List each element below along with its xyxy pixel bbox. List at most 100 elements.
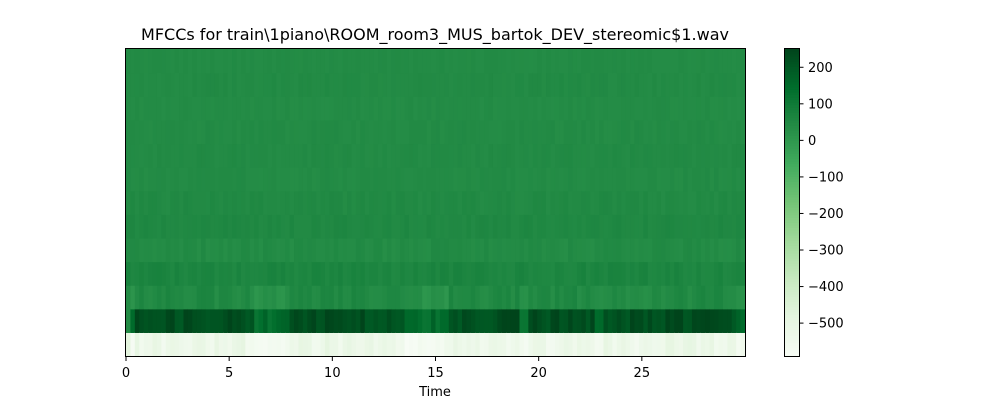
heatmap-cell [218,214,224,239]
heatmap-cell [422,308,428,333]
heatmap-cell [528,214,534,239]
colorbar-segment [785,49,799,53]
heatmap-cell [714,119,720,145]
heatmap-cell [422,190,428,215]
heatmap-cell [161,143,167,168]
heatmap-cell [422,119,428,145]
heatmap-cell [731,49,737,74]
heatmap-cell [347,143,353,168]
heatmap-cell [643,285,649,310]
heatmap-cell [484,190,490,215]
heatmap-cell [660,49,667,74]
heatmap-cell [236,143,242,168]
heatmap-cell [439,143,445,168]
heatmap-cell [683,261,689,286]
heatmap-cell [462,49,468,74]
heatmap-cell [183,332,189,357]
heatmap-cell [709,72,715,97]
heatmap-cell [497,167,503,192]
heatmap-cell [302,119,308,145]
heatmap-cell [152,261,158,286]
heatmap-cell [669,261,675,286]
heatmap-cell [740,332,746,357]
heatmap-cell [351,285,357,310]
heatmap-cell [294,190,300,215]
heatmap-cell [652,143,658,168]
heatmap-cell [324,237,330,263]
heatmap-cell [201,214,207,239]
heatmap-cell [705,49,711,74]
heatmap-cell [258,261,264,286]
heatmap-cell [187,167,193,192]
heatmap-cell [691,332,697,357]
heatmap-cell [192,72,198,97]
heatmap-cell [134,308,140,333]
heatmap-cell [718,49,724,74]
heatmap-cell [705,190,711,215]
heatmap-cell [647,167,653,192]
heatmap-cell [311,49,317,74]
heatmap-cell [382,143,388,168]
heatmap-cell [179,49,185,74]
heatmap-cell [510,119,516,145]
heatmap-cell [130,308,136,333]
heatmap-cell [625,167,631,192]
colorbar-segment [785,141,799,145]
heatmap-cell [170,190,176,215]
heatmap-cell [360,96,366,121]
heatmap-cell [152,308,158,333]
heatmap-cell [709,119,715,145]
heatmap-cell [320,261,326,286]
heatmap-cell [364,308,370,333]
colorbar-segment [785,320,799,324]
heatmap-cell [727,214,733,239]
heatmap-cell [165,261,171,286]
heatmap-cell [223,308,229,333]
heatmap-cell [581,261,587,286]
heatmap-cell [126,119,132,145]
heatmap-cell [205,49,211,74]
heatmap-cell [360,167,366,192]
colorbar-segment [785,153,799,157]
heatmap-cell [382,332,388,357]
heatmap-cell [148,308,154,333]
heatmap-cell [718,119,724,145]
heatmap-cell [722,167,728,192]
heatmap-cell [227,190,233,215]
heatmap-cell [236,261,242,286]
colorbar-segment [785,176,799,180]
heatmap-cell [351,167,357,192]
colorbar-segment [785,74,799,78]
heatmap-cell [669,167,675,192]
heatmap-cell [453,308,459,333]
heatmap-cell [320,308,326,333]
heatmap-cell [417,96,423,121]
heatmap-cell [718,332,724,357]
heatmap-cell [643,167,649,192]
heatmap-cell [714,285,720,310]
heatmap-cell [408,190,414,215]
heatmap-cell [391,143,397,168]
heatmap-cell [333,237,339,263]
heatmap-cell [294,119,300,145]
heatmap-cell [559,119,565,145]
heatmap-cell [594,143,600,168]
heatmap-cell [404,72,410,97]
heatmap-cell [320,143,326,168]
heatmap-cell [603,261,609,286]
heatmap-cell [470,49,476,74]
heatmap-cell [391,72,397,97]
colorbar-tick-label: −400 [808,280,844,295]
heatmap-cell [148,96,154,121]
heatmap-cell [621,49,627,74]
heatmap-cell [643,119,649,145]
heatmap-cell [585,96,591,121]
heatmap-cell [528,261,534,286]
heatmap-cell [404,237,410,263]
heatmap-cell [170,214,176,239]
heatmap-cell [488,332,494,357]
heatmap-cell [395,49,401,74]
heatmap-cell [714,261,720,286]
heatmap-cell [731,143,737,168]
heatmap-cell [240,190,246,215]
